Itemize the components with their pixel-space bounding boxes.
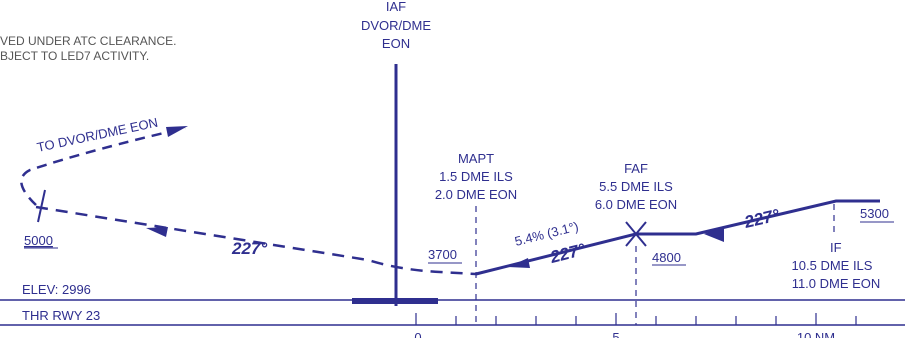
if-label: IF [830, 240, 842, 255]
missed-approach-label: TO DVOR/DME EON [36, 115, 160, 155]
iaf-ident-label: EON [382, 36, 410, 51]
threshold-label: THR RWY 23 [22, 308, 100, 323]
intermediate-arrow-icon [704, 226, 724, 242]
mapt-ils-label: 1.5 DME ILS [439, 169, 513, 184]
altitude-5300: 5300 [860, 206, 889, 221]
outbound-procedure-path [35, 205, 477, 276]
faf-ils-label: 5.5 DME ILS [599, 179, 673, 194]
if-eon-label: 11.0 DME EON [792, 276, 881, 291]
dme-scale [415, 313, 857, 325]
note-line-2: BJECT TO LED7 ACTIVITY. [0, 49, 149, 63]
mapt-label: MAPT [458, 151, 494, 166]
scale-ten-label: 10 NM [797, 330, 835, 338]
altitude-4800: 4800 [652, 250, 681, 265]
missed-approach-arrow-icon [166, 126, 188, 137]
scale-zero-label: 0 [414, 330, 421, 338]
iaf-label: IAF [386, 0, 406, 14]
intermediate-course-label: 227° [742, 205, 782, 232]
outbound-arrow-icon [146, 227, 168, 237]
runway-bar [352, 298, 438, 304]
altitude-5000: 5000 [24, 233, 53, 248]
holding-fix-mark [37, 189, 46, 223]
note-line-1: VED UNDER ATC CLEARANCE. [0, 34, 176, 48]
missed-approach-path [20, 126, 186, 206]
faf-eon-label: 6.0 DME EON [595, 197, 677, 212]
final-course-label: 227° [547, 240, 587, 267]
intermediate-approach-path [636, 199, 880, 236]
scale-five-label: 5 [612, 330, 619, 338]
if-ils-label: 10.5 DME ILS [792, 258, 873, 273]
elevation-label: ELEV: 2996 [22, 282, 91, 297]
final-approach-path [475, 232, 637, 276]
mapt-eon-label: 2.0 DME EON [435, 187, 517, 202]
iaf-facility-label: DVOR/DME [361, 18, 431, 33]
altitude-3700: 3700 [428, 247, 457, 262]
final-approach-arrow-icon [508, 258, 530, 268]
outbound-course-label: 227° [231, 239, 267, 258]
faf-label: FAF [624, 161, 648, 176]
